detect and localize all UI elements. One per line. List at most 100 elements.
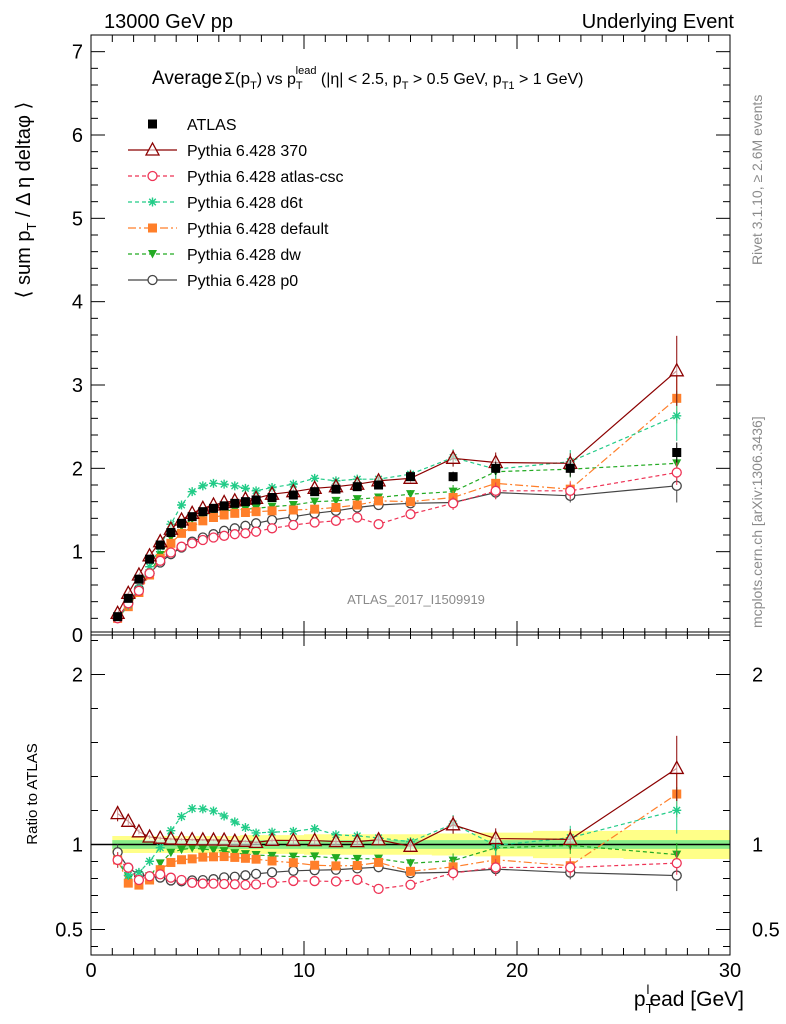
main-chart-title: Average Σ(pT) vs pTlead (|η| < 2.5, pT > … — [152, 65, 583, 92]
main-point-default — [208, 513, 218, 522]
ratio-point-dw — [187, 844, 197, 853]
ratio-point-atlascsc — [112, 854, 123, 866]
main-point-d6t — [219, 479, 229, 489]
ratio-point-default — [198, 852, 208, 862]
main-point-atlas — [155, 540, 165, 550]
main-point-d6t — [240, 483, 250, 493]
ratio-point-p370 — [349, 833, 365, 848]
legend-marker-p370 — [144, 141, 161, 156]
main-point-default — [267, 506, 277, 516]
main-point-atlas — [230, 498, 240, 508]
main-point-p370 — [445, 449, 461, 464]
main-series-atlascsc — [112, 460, 682, 624]
main-point-atlas — [134, 574, 144, 584]
main-point-atlascsc — [240, 528, 251, 539]
main-point-atlascsc — [208, 532, 219, 543]
ratio-y-tick-label: 0.5 — [55, 920, 83, 942]
main-series-layer — [110, 335, 685, 624]
main-point-atlas — [267, 493, 277, 502]
main-series-atlas — [113, 442, 682, 622]
ratio-point-d6t — [219, 811, 229, 821]
ratio-point-default — [219, 852, 229, 862]
ratio-point-default — [230, 852, 240, 862]
x-tick-label: 0 — [85, 960, 96, 982]
main-point-atlas — [219, 501, 229, 511]
legend-label-default: Pythia 6.428 default — [187, 221, 329, 238]
legend-label-p0: Pythia 6.428 p0 — [187, 273, 298, 290]
main-point-d6t — [187, 487, 197, 497]
ratio-y-tick-labels: 0.5 0.5 1 1 2 2 — [55, 665, 780, 942]
ratio-y-tick-label-right: 0.5 — [752, 920, 780, 942]
ratio-point-p370 — [152, 829, 168, 844]
ratio-point-default — [310, 860, 320, 870]
main-point-atlas — [565, 463, 575, 473]
ratio-point-default — [208, 852, 218, 862]
ratio-point-p370 — [131, 823, 147, 838]
ratio-series-atlascsc — [112, 851, 682, 895]
ratio-point-d6t — [155, 843, 165, 853]
main-point-atlas — [187, 512, 197, 522]
ratio-point-atlascsc — [352, 874, 363, 885]
legend-item-atlas: ATLAS — [148, 117, 237, 134]
ratio-point-dw — [177, 845, 187, 855]
legend-marker-default — [148, 223, 157, 233]
main-point-atlas — [288, 490, 298, 500]
ratio-point-atlascsc — [565, 862, 576, 873]
ratio-point-dw — [331, 854, 341, 863]
ratio-point-atlascsc — [155, 869, 166, 880]
main-y-tick-label: 3 — [72, 375, 83, 397]
ratio-point-atlascsc — [218, 878, 230, 890]
ratio-series-layer — [110, 735, 685, 895]
main-point-atlascsc — [405, 509, 416, 520]
legend-item-p0: Pythia 6.428 p0 — [128, 273, 298, 290]
ratio-point-atlascsc — [330, 876, 342, 887]
ratio-plot-frame — [90, 631, 731, 956]
ratio-point-default — [406, 866, 415, 876]
main-series-d6t — [113, 390, 682, 623]
legend: ATLAS Pythia 6.428 370 Pythia 6.428 atlas-… — [128, 117, 344, 290]
main-point-dw — [406, 490, 415, 499]
ratio-point-p370 — [370, 831, 387, 846]
main-point-atlas — [448, 472, 458, 482]
main-point-atlas — [251, 495, 261, 505]
ratio-point-dw — [267, 851, 277, 861]
legend-label-dw: Pythia 6.428 dw — [187, 247, 301, 264]
ratio-point-p370 — [110, 805, 126, 820]
main-point-atlascsc — [165, 547, 177, 558]
main-point-default — [352, 500, 362, 510]
ratio-point-atlascsc — [373, 883, 384, 895]
main-point-atlas — [672, 448, 682, 457]
ratio-point-d6t — [134, 867, 144, 877]
ratio-point-atlascsc — [133, 874, 145, 886]
main-point-d6t — [672, 411, 682, 421]
main-point-d6t — [208, 478, 218, 488]
main-point-atlascsc — [144, 568, 155, 579]
ratio-point-p370 — [307, 832, 323, 847]
legend-marker-atlas — [148, 119, 157, 129]
ratio-point-p370 — [120, 812, 136, 827]
main-point-d6t — [310, 473, 320, 483]
header-right: Underlying Event — [582, 11, 735, 33]
main-point-atlascsc — [671, 467, 682, 478]
ratio-point-d6t — [310, 824, 320, 834]
ratio-point-default — [251, 854, 261, 864]
main-y-axis-label: ⟨ sum pT / Δ η deltaφ ⟩ — [13, 102, 39, 299]
main-point-atlascsc — [155, 555, 166, 566]
main-point-p0 — [250, 518, 262, 529]
ratio-point-atlascsc — [309, 875, 320, 887]
legend-item-p370: Pythia 6.428 370 — [128, 141, 307, 160]
main-point-default — [198, 516, 208, 526]
ratio-y-tick-label-right: 1 — [752, 835, 763, 857]
ratio-point-dw — [352, 854, 362, 864]
main-point-default — [166, 538, 176, 548]
ratio-point-default — [288, 858, 298, 868]
ratio-point-dw — [219, 847, 229, 856]
ratio-series-p370 — [110, 735, 685, 852]
main-point-atlas — [198, 507, 208, 517]
ratio-point-p370 — [402, 837, 419, 852]
legend-item-d6t: Pythia 6.428 d6t — [128, 195, 303, 212]
main-point-atlascsc — [330, 515, 342, 526]
main-point-atlascsc — [352, 512, 363, 523]
ratio-point-atlascsc — [266, 877, 278, 888]
main-point-atlas — [177, 518, 187, 528]
